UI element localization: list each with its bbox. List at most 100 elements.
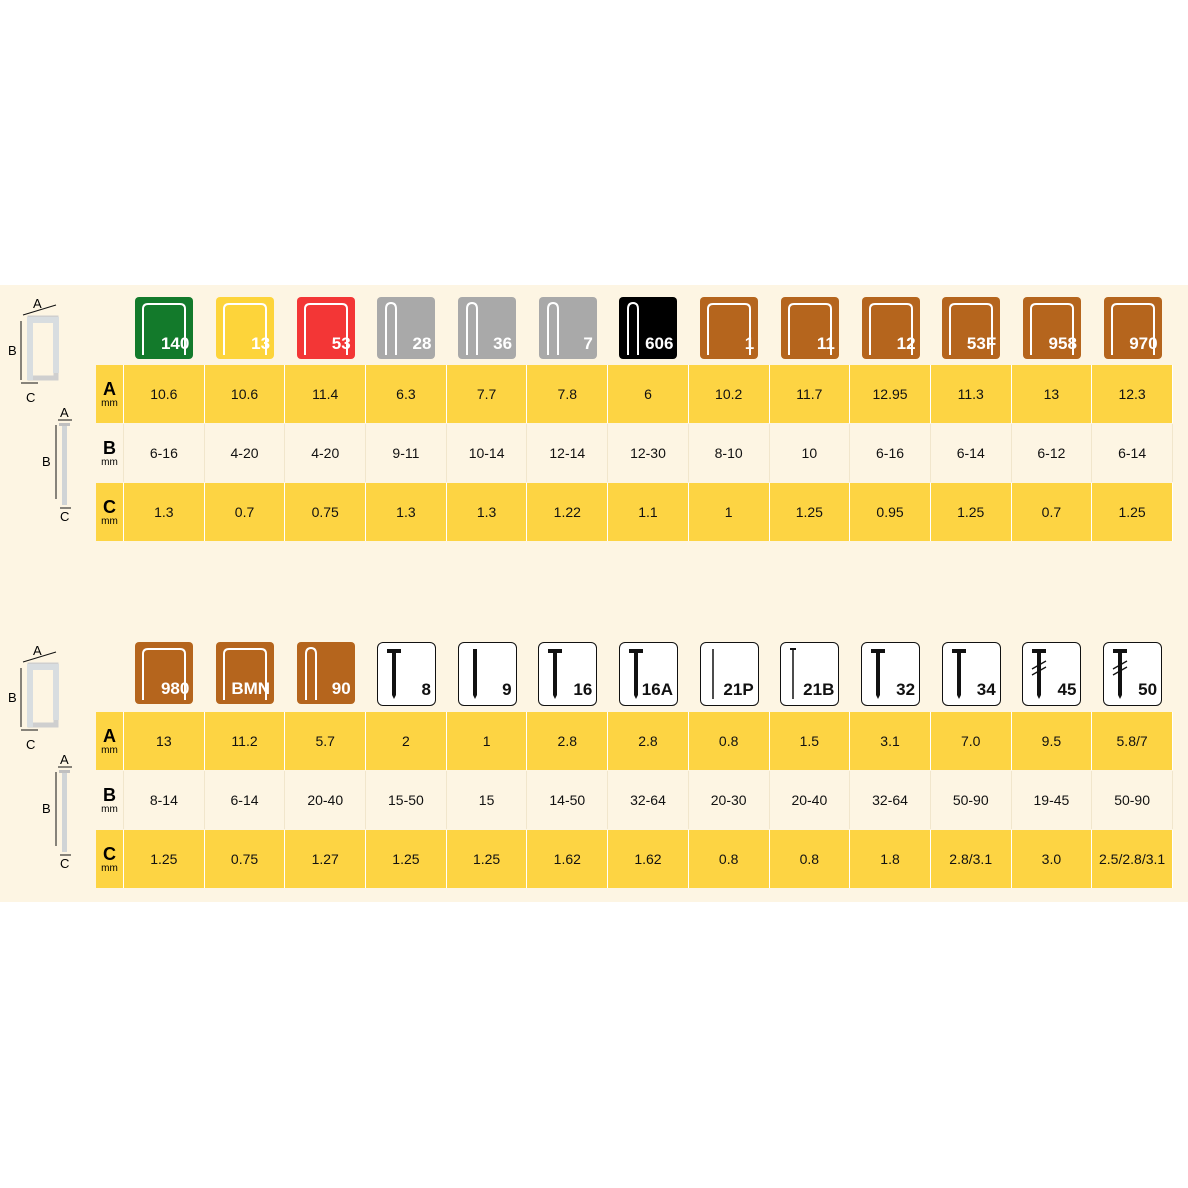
svg-text:C: C <box>60 856 69 871</box>
table-cell: 1.25 <box>931 483 1012 541</box>
table-cell: 5.7 <box>285 712 367 770</box>
table-cell: 10.6 <box>205 365 286 423</box>
table-cell: 10-14 <box>447 424 528 482</box>
table-cell: 1.5 <box>770 712 851 770</box>
table-cell: 9.5 <box>1012 712 1093 770</box>
fastener-code: 28 <box>412 334 432 353</box>
table-cell: 0.95 <box>850 483 931 541</box>
fastener-code: 958 <box>1048 334 1077 353</box>
svg-text:B: B <box>42 454 51 469</box>
fastener-type-9-icon: 9 <box>457 642 517 706</box>
fastener-type-8-icon: 8 <box>376 642 436 706</box>
table-cell: 5.8/7 <box>1092 712 1173 770</box>
table-cell: 1.3 <box>366 483 447 541</box>
table-cell: 0.8 <box>689 712 770 770</box>
fastener-code: 12 <box>896 334 916 353</box>
table-cell: 1.62 <box>527 830 609 888</box>
fastener-code: 36 <box>493 334 513 353</box>
fastener-code: 21P <box>723 680 754 699</box>
table-cell: 2.8 <box>608 712 689 770</box>
table-cell: 1.8 <box>850 830 931 888</box>
fastener-type-980-icon: 980 <box>135 642 194 704</box>
table-cell: 2.5/2.8/3.1 <box>1092 830 1173 888</box>
fastener-type-13-icon: 13 <box>216 297 275 359</box>
fastener-type-28-icon: 28 <box>377 297 436 359</box>
fastener-code: 8 <box>421 680 431 699</box>
table-cell: 13 <box>124 712 205 770</box>
fastener-code: 140 <box>160 334 190 353</box>
table-cell: 1.25 <box>1092 483 1173 541</box>
table-cell: 10.6 <box>124 365 205 423</box>
fastener-code: 21B <box>803 680 835 699</box>
fastener-code: 50 <box>1138 680 1158 699</box>
table-cell: 7.8 <box>527 365 609 423</box>
svg-text:B: B <box>8 690 17 705</box>
table-cell: 20-40 <box>770 771 851 829</box>
table-cell: 6-14 <box>1092 424 1173 482</box>
table-cell: 1 <box>447 712 528 770</box>
fastener-type-32-icon: 32 <box>861 642 921 706</box>
table-cell: 4-20 <box>205 424 286 482</box>
table-cell: 6-16 <box>124 424 205 482</box>
fastener-code: 970 <box>1129 334 1158 353</box>
fastener-type-53-icon: 53 <box>296 297 355 359</box>
svg-text:B: B <box>42 801 51 816</box>
table-cell: 2 <box>366 712 447 770</box>
fastener-code: 11 <box>816 334 835 353</box>
fastener-type-958-icon: 958 <box>1022 297 1081 359</box>
fastener-type-34-icon: 34 <box>941 642 1001 706</box>
table-cell: 15 <box>447 771 528 829</box>
svg-text:C: C <box>26 390 35 405</box>
fastener-code: 90 <box>331 679 351 698</box>
table-cell: 7.0 <box>931 712 1012 770</box>
table-cell: 6-12 <box>1012 424 1093 482</box>
table-cell: 1.25 <box>124 830 205 888</box>
table-cell: 1.3 <box>447 483 528 541</box>
fastener-type-21p-icon: 21P <box>699 642 759 706</box>
fastener-type-icons: 140 13 53 28 36 7 606 1 11 12 53F 958 970 <box>124 297 1173 359</box>
table-cell: 8-10 <box>689 424 770 482</box>
fastener-type-1-icon: 1 <box>700 297 759 359</box>
dimension-diagram: A B C A B C <box>8 296 72 524</box>
table-cell: 6-14 <box>205 771 286 829</box>
fastener-type-36-icon: 36 <box>458 297 517 359</box>
fastener-type-970-icon: 970 <box>1103 297 1162 359</box>
fastener-type-16-icon: 16 <box>538 642 598 706</box>
table-cell: 9-11 <box>366 424 447 482</box>
table-cell: 12-14 <box>527 424 609 482</box>
fastener-type-90-icon: 90 <box>296 642 355 704</box>
table-cell: 0.7 <box>1012 483 1093 541</box>
table-cell: 50-90 <box>1092 771 1173 829</box>
svg-text:A: A <box>33 296 42 311</box>
table-cell: 19-45 <box>1012 771 1093 829</box>
fastener-code: 34 <box>976 680 996 699</box>
fastener-type-140-icon: 140 <box>135 297 194 359</box>
table-cell: 1.22 <box>527 483 609 541</box>
table-cell: 1.62 <box>608 830 689 888</box>
table-cell: 6 <box>608 365 689 423</box>
table-cell: 4-20 <box>285 424 367 482</box>
table-cell: 1 <box>689 483 770 541</box>
fastener-code: 32 <box>896 680 916 699</box>
fastener-type-50-icon: 50 <box>1103 642 1163 706</box>
fastener-type-11-icon: 11 <box>780 297 839 359</box>
fastener-type-53f-icon: 53F <box>942 297 1001 359</box>
table-cell: 12.3 <box>1092 365 1173 423</box>
fastener-code: 16 <box>573 680 593 699</box>
table-cell: 0.75 <box>285 483 367 541</box>
dimension-diagram: A B C A B C <box>8 643 72 871</box>
table-cell: 3.1 <box>850 712 931 770</box>
fastener-type-12-icon: 12 <box>861 297 920 359</box>
fastener-code: 7 <box>583 334 593 353</box>
svg-text:A: A <box>33 643 42 658</box>
table-cell: 32-64 <box>850 771 931 829</box>
svg-text:A: A <box>60 405 69 420</box>
fastener-code: 9 <box>502 680 512 699</box>
fastener-code: 45 <box>1057 680 1077 699</box>
table-cell: 11.7 <box>770 365 851 423</box>
